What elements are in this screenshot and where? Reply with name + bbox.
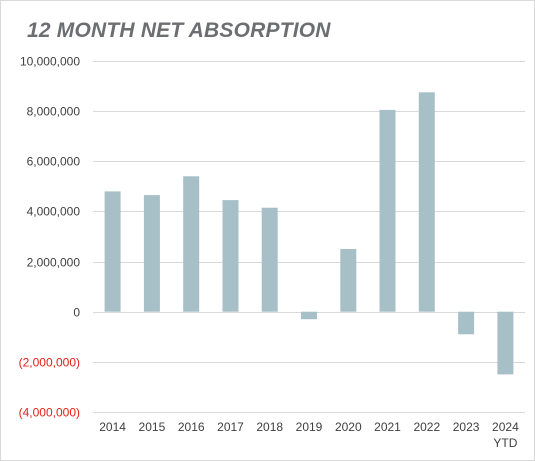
x-tick-label: 2023 [453, 420, 480, 434]
y-tick-label: 10,000,000 [20, 55, 80, 69]
bar-2018 [261, 207, 278, 312]
x-tick-sublabel: YTD [493, 436, 517, 450]
bar-2019 [301, 311, 317, 320]
x-tick-label: 2018 [256, 420, 283, 434]
y-tick-label: (2,000,000) [19, 356, 80, 370]
chart-title: 12 MONTH NET ABSORPTION [27, 19, 331, 42]
x-tick-label: 2015 [139, 420, 166, 434]
x-axis-tick-labels: 2014 2015 2016 2017 2018 2019 2020 2021 2022 2023… [99, 420, 519, 450]
bar-2021 [379, 109, 396, 312]
x-tick-label: 2017 [217, 420, 244, 434]
x-tick-label: 2019 [296, 420, 323, 434]
y-tick-label: 4,000,000 [27, 205, 81, 219]
y-tick-label: (4,000,000) [19, 406, 80, 420]
bars [104, 92, 514, 375]
bar-2024 [497, 311, 514, 375]
y-tick-label: 0 [73, 306, 80, 320]
y-tick-label: 2,000,000 [27, 256, 81, 270]
bar-2022 [418, 92, 435, 312]
x-tick-label: 2016 [178, 420, 205, 434]
x-tick-label: 2024 [492, 420, 519, 434]
bar-2016 [183, 176, 200, 312]
x-tick-label: 2021 [374, 420, 401, 434]
bar-2023 [458, 311, 475, 335]
y-tick-label: 6,000,000 [27, 155, 81, 169]
bar-2017 [222, 200, 239, 312]
y-axis-tick-labels: 10,000,000 8,000,000 6,000,000 4,000,000 2,0… [19, 55, 81, 420]
bar-2020 [340, 249, 357, 312]
x-tick-label: 2022 [413, 420, 440, 434]
gridlines [93, 61, 525, 413]
bar-2015 [143, 195, 160, 312]
y-tick-label: 8,000,000 [27, 105, 81, 119]
x-tick-label: 2020 [335, 420, 362, 434]
bar-2014 [104, 191, 121, 312]
x-tick-label: 2014 [99, 420, 126, 434]
